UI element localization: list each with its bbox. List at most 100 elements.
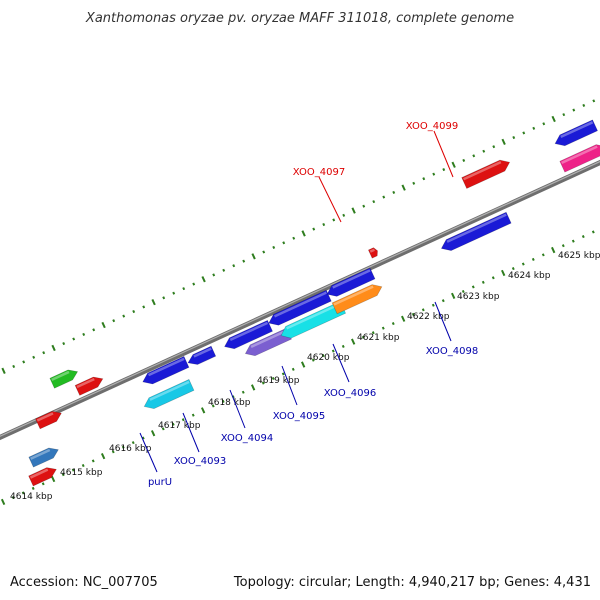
upper-scale-dot (232, 264, 236, 268)
lower-scale-dot (271, 376, 275, 381)
gene-pink-far[interactable] (559, 141, 600, 173)
upper-scale-dot (162, 296, 166, 300)
upper-scale-dot (142, 305, 146, 309)
upper-scale-major-tick (151, 298, 156, 306)
gene-label-xoo-4093[interactable]: XOO_4093 (174, 456, 226, 467)
upper-scale-dot (382, 195, 386, 199)
upper-scale-dot (12, 364, 16, 369)
upper-scale-dot (342, 213, 346, 217)
upper-scale-dot (432, 172, 436, 176)
upper-scale-dots (1, 99, 596, 374)
lower-scale-dot (331, 349, 335, 353)
lower-scale-dot (161, 427, 165, 431)
upper-scale-dot (42, 351, 46, 355)
gene-red-forward-a-highlight (76, 377, 95, 389)
gene-label-xoo-4096[interactable]: XOO_4096 (324, 388, 376, 399)
gene-xoo-4097[interactable] (367, 247, 379, 259)
upper-scale-dot (32, 355, 36, 359)
gene-pink-far-highlight (561, 145, 598, 165)
scale-label-4622: 4622 kbp (407, 312, 450, 322)
lower-scale-dot (461, 289, 465, 294)
gene-xoo-4093-highlight (229, 321, 269, 342)
leader-xoo-4099 (433, 130, 454, 178)
leader-xoo-4097 (318, 176, 342, 223)
upper-scale-dot (62, 342, 66, 346)
lower-scale-dot (571, 239, 575, 243)
lower-scale-dot (441, 299, 445, 303)
upper-scale-dot (122, 314, 126, 318)
upper-scale-dot (562, 113, 566, 117)
upper-scale-dot (112, 319, 116, 323)
upper-scale-major-tick (501, 138, 506, 146)
gene-blue-small[interactable] (186, 345, 217, 368)
lower-scale-dot (211, 404, 215, 408)
upper-scale-dot (412, 181, 416, 185)
lower-scale-dot (191, 413, 195, 417)
lower-scale-dot (121, 445, 125, 449)
gene-puru-region-blue-highlight (148, 357, 185, 377)
lower-scale-dot (531, 257, 535, 262)
gene-label-xoo-4095[interactable]: XOO_4095 (273, 411, 325, 422)
gene-xoo-4099[interactable] (461, 157, 512, 189)
gene-blue-long[interactable] (266, 289, 332, 328)
gene-xoo-4096[interactable] (331, 281, 384, 315)
gene-label-xoo-4097[interactable]: XOO_4097 (293, 167, 345, 178)
lower-scale-major-tick (100, 452, 106, 460)
gene-puru-highlight (149, 380, 190, 401)
scale-label-4617: 4617 kbp (158, 421, 201, 431)
lower-scale-dot (241, 390, 245, 394)
gene-label-puru[interactable]: purU (148, 477, 172, 488)
upper-scale-major-tick (551, 115, 556, 123)
upper-scale-dot (292, 236, 296, 240)
lower-scale-major-tick (200, 407, 206, 414)
upper-scale-dot (572, 108, 576, 112)
lower-scale-dot (291, 367, 295, 371)
upper-scale-dot (592, 99, 596, 103)
scale-label-4620: 4620 kbp (307, 353, 350, 363)
scale-label-4625: 4625 kbp (558, 251, 600, 261)
genome-track (0, 89, 600, 511)
scale-label-4618: 4618 kbp (208, 398, 251, 408)
gene-green-forward-highlight (51, 370, 70, 381)
gene-xoo-4093[interactable] (222, 319, 273, 352)
upper-scale-dot (462, 158, 466, 162)
gene-xoo-4095[interactable] (278, 300, 347, 341)
gene-xoo-4098[interactable] (439, 211, 512, 254)
lower-scale-dot (281, 372, 285, 376)
gene-label-xoo-4098[interactable]: XOO_4098 (426, 346, 478, 357)
accession-text: Accession: NC_007705 (10, 575, 158, 590)
gene-blue-right[interactable] (325, 267, 376, 300)
gene-blue-long-highlight (273, 291, 327, 318)
gene-puru-region-blue[interactable] (140, 356, 190, 387)
scale-label-4623: 4623 kbp (457, 292, 500, 302)
gene-green-forward[interactable] (49, 367, 80, 389)
lower-scale-dot (481, 280, 485, 284)
gene-red-forward-c[interactable] (28, 464, 59, 487)
lower-scale-dots (0, 230, 595, 506)
gene-steelblue-forward[interactable] (28, 445, 61, 468)
leader-xoo-4094 (229, 389, 246, 429)
genome-backbone-highlight (0, 90, 600, 508)
gene-red-forward-b[interactable] (35, 408, 63, 430)
lower-scale-dot (11, 496, 15, 500)
gene-label-xoo-4099[interactable]: XOO_4099 (406, 121, 458, 132)
gene-blue-far[interactable] (553, 119, 598, 149)
upper-scale-dot (172, 291, 176, 295)
lower-scale-dot (591, 230, 595, 234)
gene-xoo-4094[interactable] (243, 327, 292, 359)
gene-label-xoo-4094[interactable]: XOO_4094 (221, 433, 273, 444)
lower-scale-dot (71, 468, 75, 472)
lower-scale-dot (541, 253, 545, 257)
leader-puru (139, 432, 158, 473)
upper-scale-major-tick (401, 184, 406, 191)
gene-xoo-4094-highlight (250, 329, 288, 349)
gene-xoo-4097-highlight (369, 248, 375, 253)
upper-scale-dot (182, 287, 186, 291)
gene-red-forward-a[interactable] (74, 374, 105, 396)
gene-blue-small-highlight (193, 347, 212, 358)
upper-scale-dot (362, 204, 366, 208)
lower-scale-dot (311, 358, 315, 362)
gene-puru[interactable] (142, 379, 195, 412)
lower-scale-dot (171, 422, 175, 426)
lower-scale-major-tick (451, 292, 456, 300)
